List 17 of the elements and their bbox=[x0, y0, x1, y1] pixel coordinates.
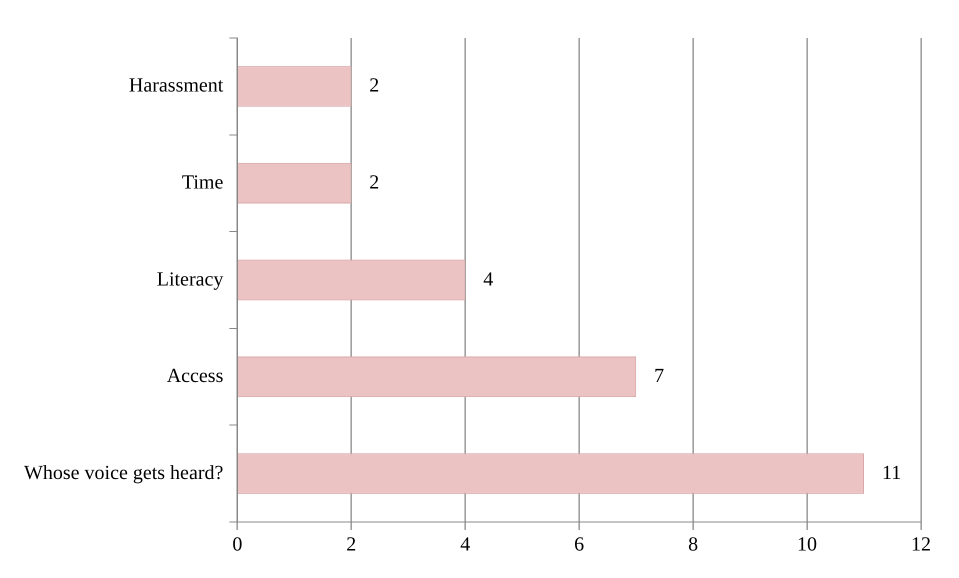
data-label: 2 bbox=[369, 74, 380, 97]
y-tick-label: Whose voice gets heard? bbox=[24, 462, 224, 484]
data-label: 7 bbox=[654, 365, 664, 388]
x-tick-label: 12 bbox=[911, 533, 931, 556]
data-label: 2 bbox=[369, 171, 380, 194]
x-tick-label: 0 bbox=[232, 533, 242, 556]
x-tick-label: 6 bbox=[574, 533, 584, 556]
x-tick-label: 4 bbox=[460, 533, 470, 556]
y-tick-label: Access bbox=[166, 365, 224, 388]
x-tick-label: 10 bbox=[797, 533, 818, 556]
y-tick-label: Time bbox=[182, 171, 224, 194]
data-label: 11 bbox=[882, 462, 902, 484]
data-label: 4 bbox=[483, 268, 494, 290]
y-tick-label: Harassment bbox=[128, 74, 224, 97]
x-tick-label: 8 bbox=[688, 533, 698, 556]
x-tick-label: 2 bbox=[346, 533, 356, 556]
y-tick-label: Literacy bbox=[156, 268, 224, 290]
